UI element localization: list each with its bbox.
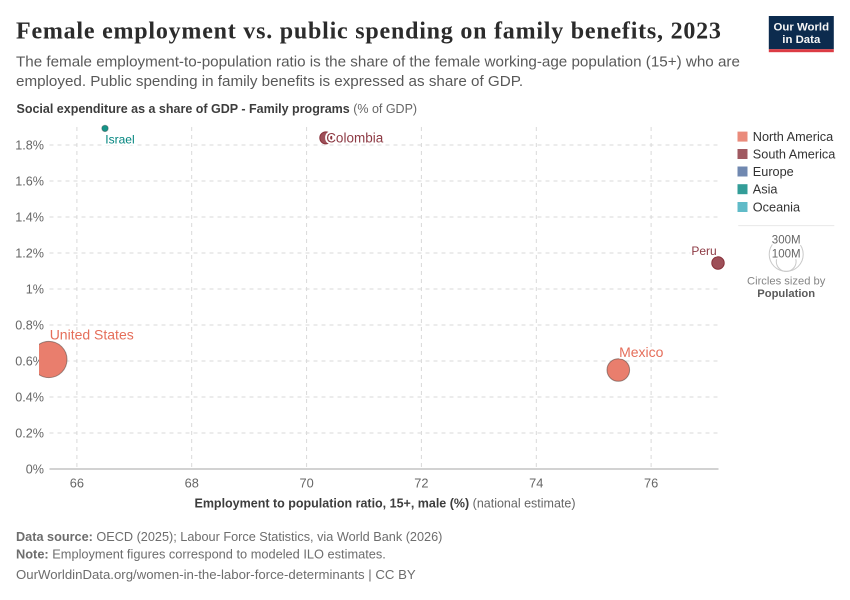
svg-text:1.6%: 1.6% xyxy=(15,175,44,189)
svg-text:76: 76 xyxy=(644,475,658,490)
svg-text:74: 74 xyxy=(529,475,543,490)
svg-text:300M: 300M xyxy=(772,235,801,247)
svg-text:Asia: Asia xyxy=(753,183,779,197)
svg-text:Israel: Israel xyxy=(105,132,134,146)
svg-text:OurWorldinData.org/women-in-th: OurWorldinData.org/women-in-the-labor-fo… xyxy=(16,567,416,582)
svg-text:68: 68 xyxy=(185,475,199,490)
svg-text:70: 70 xyxy=(299,475,313,490)
svg-text:72: 72 xyxy=(414,475,428,490)
svg-text:Peru: Peru xyxy=(691,244,716,258)
svg-text:United States: United States xyxy=(50,327,134,343)
svg-text:1%: 1% xyxy=(26,283,44,297)
svg-text:Circles sized by: Circles sized by xyxy=(747,276,826,288)
svg-text:1.4%: 1.4% xyxy=(15,211,44,225)
svg-text:Mexico: Mexico xyxy=(619,344,664,360)
svg-text:0.6%: 0.6% xyxy=(15,355,44,369)
svg-text:0.4%: 0.4% xyxy=(15,391,44,405)
svg-text:North America: North America xyxy=(753,130,834,144)
svg-text:Note: Employment figures corre: Note: Employment figures correspond to m… xyxy=(16,547,386,562)
svg-text:Our World: Our World xyxy=(774,21,830,33)
svg-text:Social expenditure as a share: Social expenditure as a share of GDP - F… xyxy=(17,102,418,116)
svg-text:The female employment-to-popul: The female employment-to-population rati… xyxy=(16,53,740,70)
svg-text:Colombia: Colombia xyxy=(326,131,384,146)
svg-text:66: 66 xyxy=(70,475,84,490)
svg-text:in Data: in Data xyxy=(782,34,821,46)
svg-text:1.8%: 1.8% xyxy=(15,139,44,153)
svg-text:0%: 0% xyxy=(26,463,44,477)
svg-text:employed. Public spending in f: employed. Public spending in family bene… xyxy=(16,73,523,90)
svg-text:Europe: Europe xyxy=(753,165,794,179)
svg-text:0.8%: 0.8% xyxy=(15,319,44,333)
svg-text:Population: Population xyxy=(757,288,815,300)
svg-text:Female employment vs. public s: Female employment vs. public spending on… xyxy=(16,18,722,44)
svg-text:0.2%: 0.2% xyxy=(15,427,44,441)
svg-text:Employment to population ratio: Employment to population ratio, 15+, mal… xyxy=(194,497,575,511)
svg-text:100M: 100M xyxy=(772,249,801,261)
svg-text:1.2%: 1.2% xyxy=(15,247,44,261)
svg-text:Oceania: Oceania xyxy=(753,200,801,214)
svg-text:South America: South America xyxy=(753,147,836,161)
svg-text:Data source: OECD (2025); Labo: Data source: OECD (2025); Labour Force S… xyxy=(16,530,442,544)
